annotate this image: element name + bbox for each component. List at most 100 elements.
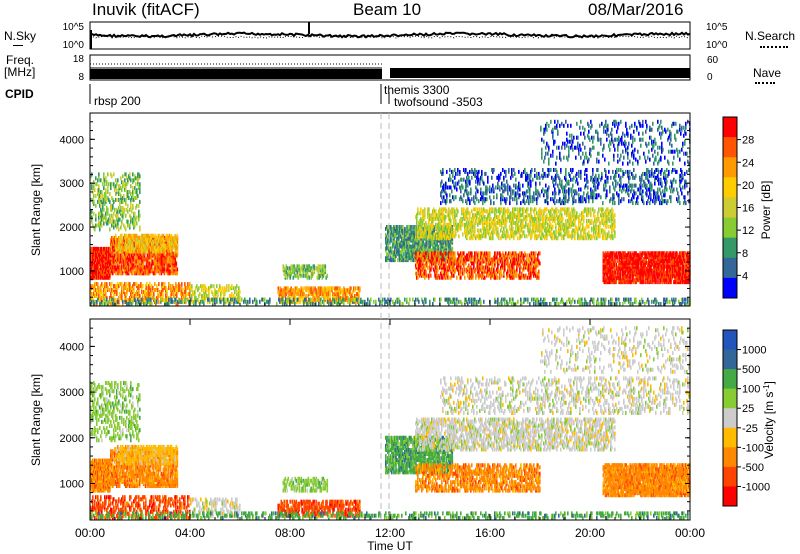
heatmap-cell <box>417 207 419 212</box>
heatmap-cell <box>539 251 541 256</box>
heatmap-cell <box>105 252 107 257</box>
heatmap-cell <box>141 255 144 260</box>
heatmap-cell <box>583 236 585 241</box>
heatmap-cell <box>516 257 518 262</box>
heatmap-cell <box>467 217 469 221</box>
station-title: Inuvik (fitACF) <box>92 0 200 19</box>
nave-legend-line <box>755 82 775 84</box>
heatmap-cell <box>557 236 559 241</box>
heatmap-cell <box>434 232 436 237</box>
heatmap-cell <box>472 236 474 241</box>
heatmap-cell <box>127 263 130 268</box>
heatmap-cell <box>439 259 441 264</box>
heatmap-cell <box>300 273 303 278</box>
heatmap-cell <box>156 284 158 289</box>
heatmap-cell <box>115 233 117 238</box>
heatmap-cell <box>509 236 511 241</box>
heatmap-cell <box>106 252 108 257</box>
heatmap-cell <box>109 246 111 251</box>
heatmap-cell <box>132 239 135 244</box>
heatmap-cell <box>118 257 121 262</box>
heatmap-cell <box>181 282 183 287</box>
heatmap-cell <box>135 259 138 264</box>
heatmap-cell <box>91 275 93 280</box>
heatmap-cell <box>504 230 506 235</box>
heatmap-cell <box>305 294 307 298</box>
heatmap-cell <box>552 213 554 218</box>
heatmap-cell <box>507 257 509 262</box>
heatmap-cell <box>91 246 93 251</box>
heatmap-cell <box>591 234 593 239</box>
heatmap-cell <box>156 257 159 262</box>
heatmap-cell <box>126 282 128 287</box>
heatmap-cell <box>143 257 146 262</box>
heatmap-cell <box>386 234 388 239</box>
heatmap-cell <box>497 251 499 256</box>
heatmap-cell <box>176 249 179 254</box>
heatmap-cell <box>332 286 334 291</box>
heatmap-cell <box>550 222 552 227</box>
heatmap-cell <box>136 249 139 254</box>
heatmap-cell <box>524 234 526 239</box>
heatmap-cell <box>541 209 543 214</box>
heatmap-cell <box>107 286 109 290</box>
heatmap-cell <box>170 233 173 238</box>
heatmap-cell <box>487 220 489 225</box>
heatmap-cell <box>162 298 164 302</box>
heatmap-cell <box>116 253 119 258</box>
heatmap-cell <box>583 215 585 220</box>
heatmap-cell <box>566 222 568 227</box>
heatmap-cell <box>502 257 504 262</box>
heatmap-cell <box>116 267 118 272</box>
heatmap-cell <box>535 207 537 212</box>
heatmap-cell <box>579 213 581 218</box>
heatmap-cell <box>158 239 161 244</box>
heatmap-cell <box>108 252 110 257</box>
heatmap-cell <box>152 261 155 266</box>
heatmap-cell <box>451 246 454 251</box>
heatmap-cell <box>91 252 93 257</box>
heatmap-cell <box>150 263 153 268</box>
heatmap-cell <box>153 255 156 260</box>
heatmap-cell <box>92 250 94 255</box>
heatmap-cell <box>474 228 476 233</box>
heatmap-cell <box>441 230 443 235</box>
heatmap-cell <box>350 286 352 291</box>
heatmap-cell <box>166 288 168 292</box>
heatmap-cell <box>426 222 428 227</box>
heatmap-cell <box>155 257 158 262</box>
heatmap-cell <box>151 267 154 272</box>
heatmap-cell <box>128 243 131 248</box>
heatmap-cell <box>233 286 235 291</box>
heatmap-cell <box>455 218 457 223</box>
heatmap-cell <box>552 224 554 229</box>
heatmap-cell <box>95 252 97 257</box>
heatmap-cell <box>133 265 136 270</box>
heatmap-cell <box>110 249 112 254</box>
heatmap-cell <box>471 232 473 237</box>
heatmap-cell <box>220 286 222 291</box>
heatmap-cell <box>117 249 120 254</box>
heatmap-cell <box>523 257 525 262</box>
heatmap-cell <box>448 275 450 280</box>
heatmap-cell <box>142 284 144 289</box>
heatmap-cell <box>90 246 92 251</box>
heatmap-cell <box>128 253 131 258</box>
heatmap-cell <box>434 269 436 274</box>
heatmap-cell <box>152 233 155 238</box>
heatmap-cell <box>500 269 502 274</box>
heatmap-cell <box>93 252 95 257</box>
heatmap-cell <box>523 207 525 212</box>
heatmap-cell <box>121 267 124 272</box>
heatmap-cell <box>175 261 178 266</box>
heatmap-cell <box>118 296 120 300</box>
heatmap-cell <box>526 257 528 262</box>
heatmap-cell <box>114 265 116 270</box>
heatmap-cell <box>118 267 121 272</box>
heatmap-cell <box>125 233 128 238</box>
heatmap-cell <box>130 269 133 274</box>
heatmap-cell <box>122 263 125 268</box>
heatmap-cell <box>130 263 133 268</box>
heatmap-cell <box>468 263 470 268</box>
heatmap-cell <box>146 253 149 258</box>
